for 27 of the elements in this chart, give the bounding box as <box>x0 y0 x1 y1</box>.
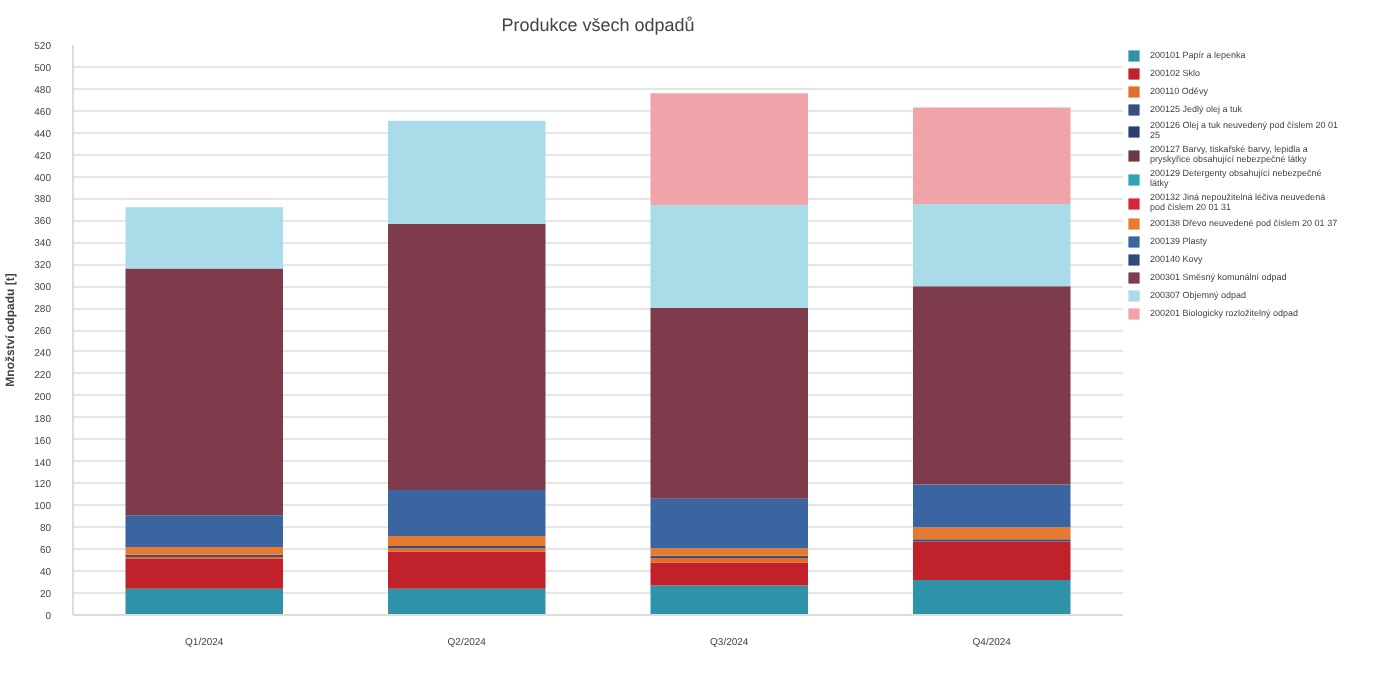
bar <box>913 203 1071 287</box>
bar <box>388 536 546 546</box>
bar <box>650 93 808 206</box>
bar <box>388 223 546 491</box>
bar <box>125 547 283 555</box>
bar <box>913 579 1071 615</box>
bar <box>125 207 283 269</box>
bar <box>913 107 1071 204</box>
bar <box>650 585 808 615</box>
bar <box>913 527 1071 540</box>
bar <box>650 308 808 499</box>
bar <box>125 268 283 516</box>
bar <box>650 548 808 556</box>
bar <box>388 490 546 537</box>
bar <box>388 588 546 615</box>
bar <box>650 498 808 549</box>
bar <box>388 120 546 224</box>
bar <box>650 205 808 309</box>
bar <box>650 562 808 586</box>
bar <box>388 551 546 589</box>
bar <box>913 541 1071 580</box>
bar <box>125 588 283 615</box>
bar <box>125 559 283 589</box>
bar <box>913 286 1071 485</box>
bar <box>913 484 1071 528</box>
chart-title: Produkce všech odpadů <box>501 15 695 35</box>
bar <box>125 515 283 548</box>
